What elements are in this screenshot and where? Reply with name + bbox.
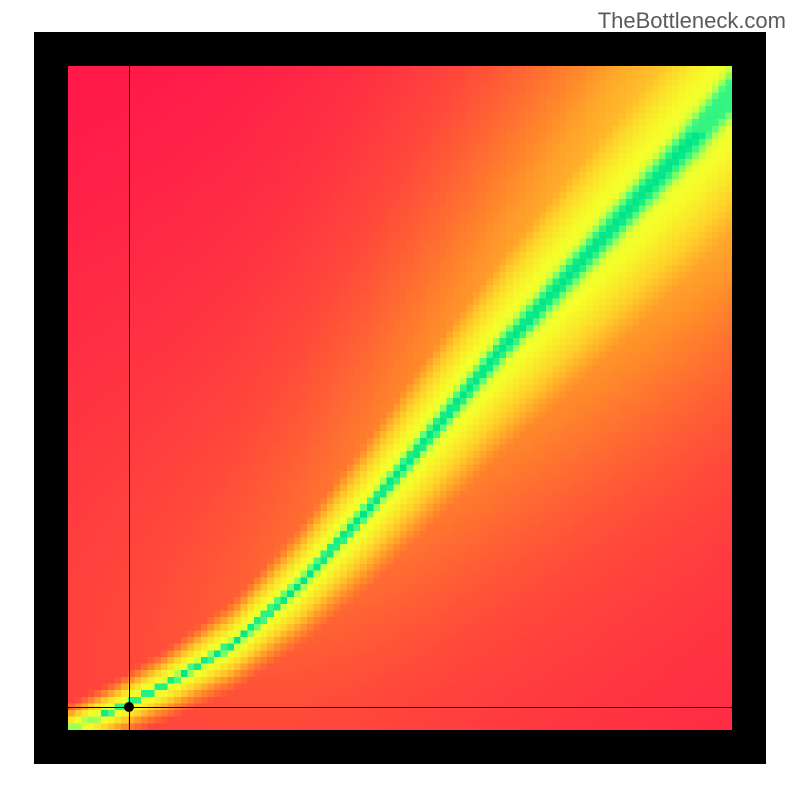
- crosshair-vertical: [129, 66, 130, 730]
- chart-frame: [34, 32, 766, 764]
- watermark-text: TheBottleneck.com: [598, 8, 786, 34]
- heatmap-canvas: [68, 66, 732, 730]
- crosshair-horizontal: [68, 707, 732, 708]
- crosshair-marker: [124, 702, 134, 712]
- heatmap-plot: [68, 66, 732, 730]
